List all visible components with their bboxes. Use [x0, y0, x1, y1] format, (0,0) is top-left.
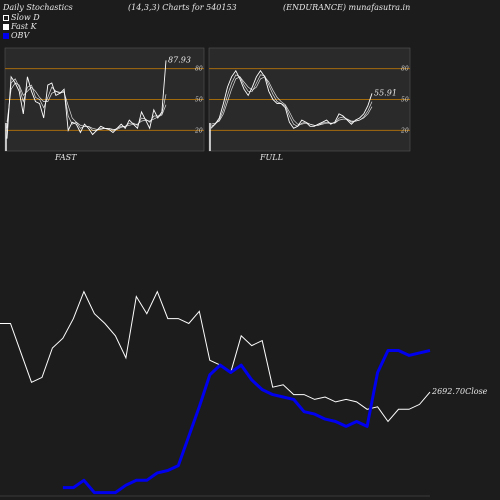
legend-obv: OBV	[3, 31, 29, 40]
last-value-label: 55.91	[374, 88, 397, 97]
level-label-80: 80	[195, 66, 203, 73]
panel-label-full: FULL	[259, 153, 283, 162]
level-label-50: 50	[195, 97, 203, 104]
full-stochastic-panel: 20 50 80 55.91	[208, 47, 411, 152]
level-label-80: 80	[401, 66, 409, 73]
header-source: (ENDURANCE) munafasutra.in	[283, 3, 411, 12]
level-label-50: 50	[401, 97, 409, 104]
stoch-series-1	[210, 74, 373, 127]
close-value-label: 2692.70Close	[431, 387, 488, 396]
stoch-series-2	[210, 76, 373, 126]
legend-label-fast: Fast K	[11, 22, 37, 31]
legend-swatch-fast	[3, 24, 9, 30]
stoch-series-2	[6, 82, 167, 130]
legend-swatch-slow	[3, 15, 9, 21]
legend-label-slow: Slow D	[11, 13, 40, 22]
legend-label-obv: OBV	[11, 31, 30, 40]
panel-label-fast: FAST	[54, 153, 77, 162]
last-value-label: 87.93	[168, 55, 191, 64]
legend-swatch-obv	[3, 33, 9, 39]
legend-slow-d: Slow D	[3, 13, 40, 22]
level-label-20: 20	[400, 127, 409, 134]
level-label-20: 20	[194, 127, 203, 134]
obv-line	[62, 349, 431, 495]
close-price-line	[0, 290, 431, 423]
price-obv-panel: 2692.70Close	[0, 290, 488, 497]
header-title: Daily Stochastics	[3, 3, 73, 12]
legend-fast-k: Fast K	[3, 22, 37, 31]
fast-stochastic-panel: 20 50 80 87.93	[4, 47, 205, 152]
header-symbol: (14,3,3) Charts for 540153	[128, 3, 237, 12]
